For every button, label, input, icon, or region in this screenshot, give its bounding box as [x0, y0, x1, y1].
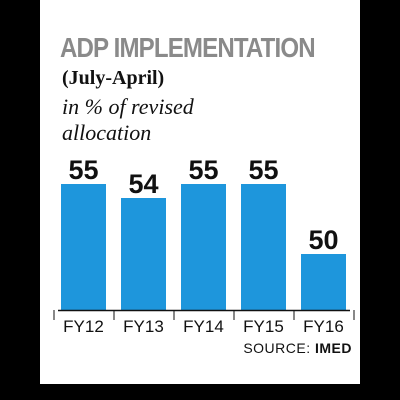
data-label-fy13: 54: [128, 169, 158, 199]
x-tick-fy12: FY12: [63, 317, 104, 336]
bar-chart: 55 FY12 54 FY13 55 FY14 55 FY15 50 FY16: [53, 155, 355, 336]
data-label-fy14: 55: [188, 155, 218, 185]
source-label: SOURCE:: [243, 340, 311, 356]
bar-fy12: [61, 184, 106, 310]
source-name: IMED: [315, 340, 352, 356]
x-tick-fy14: FY14: [183, 317, 224, 336]
data-label-fy15: 55: [248, 155, 278, 185]
chart-title: ADP IMPLEMENTATION: [60, 32, 316, 63]
y-axis-note: in % of revised allocation: [62, 94, 194, 145]
source-credit: SOURCE: IMED: [243, 340, 352, 356]
bar-fy15: [241, 184, 286, 310]
x-tick-fy15: FY15: [243, 317, 284, 336]
bar-fy14: [181, 184, 226, 310]
chart-panel: ADP IMPLEMENTATION (July-April) in % of …: [40, 0, 360, 384]
x-tick-fy13: FY13: [123, 317, 164, 336]
bar-fy16: [301, 254, 346, 310]
chart-subtitle: (July-April): [62, 67, 165, 89]
data-label-fy16: 50: [308, 225, 338, 255]
bar-fy13: [121, 198, 166, 310]
x-tick-fy16: FY16: [303, 317, 344, 336]
data-label-fy12: 55: [68, 155, 98, 185]
